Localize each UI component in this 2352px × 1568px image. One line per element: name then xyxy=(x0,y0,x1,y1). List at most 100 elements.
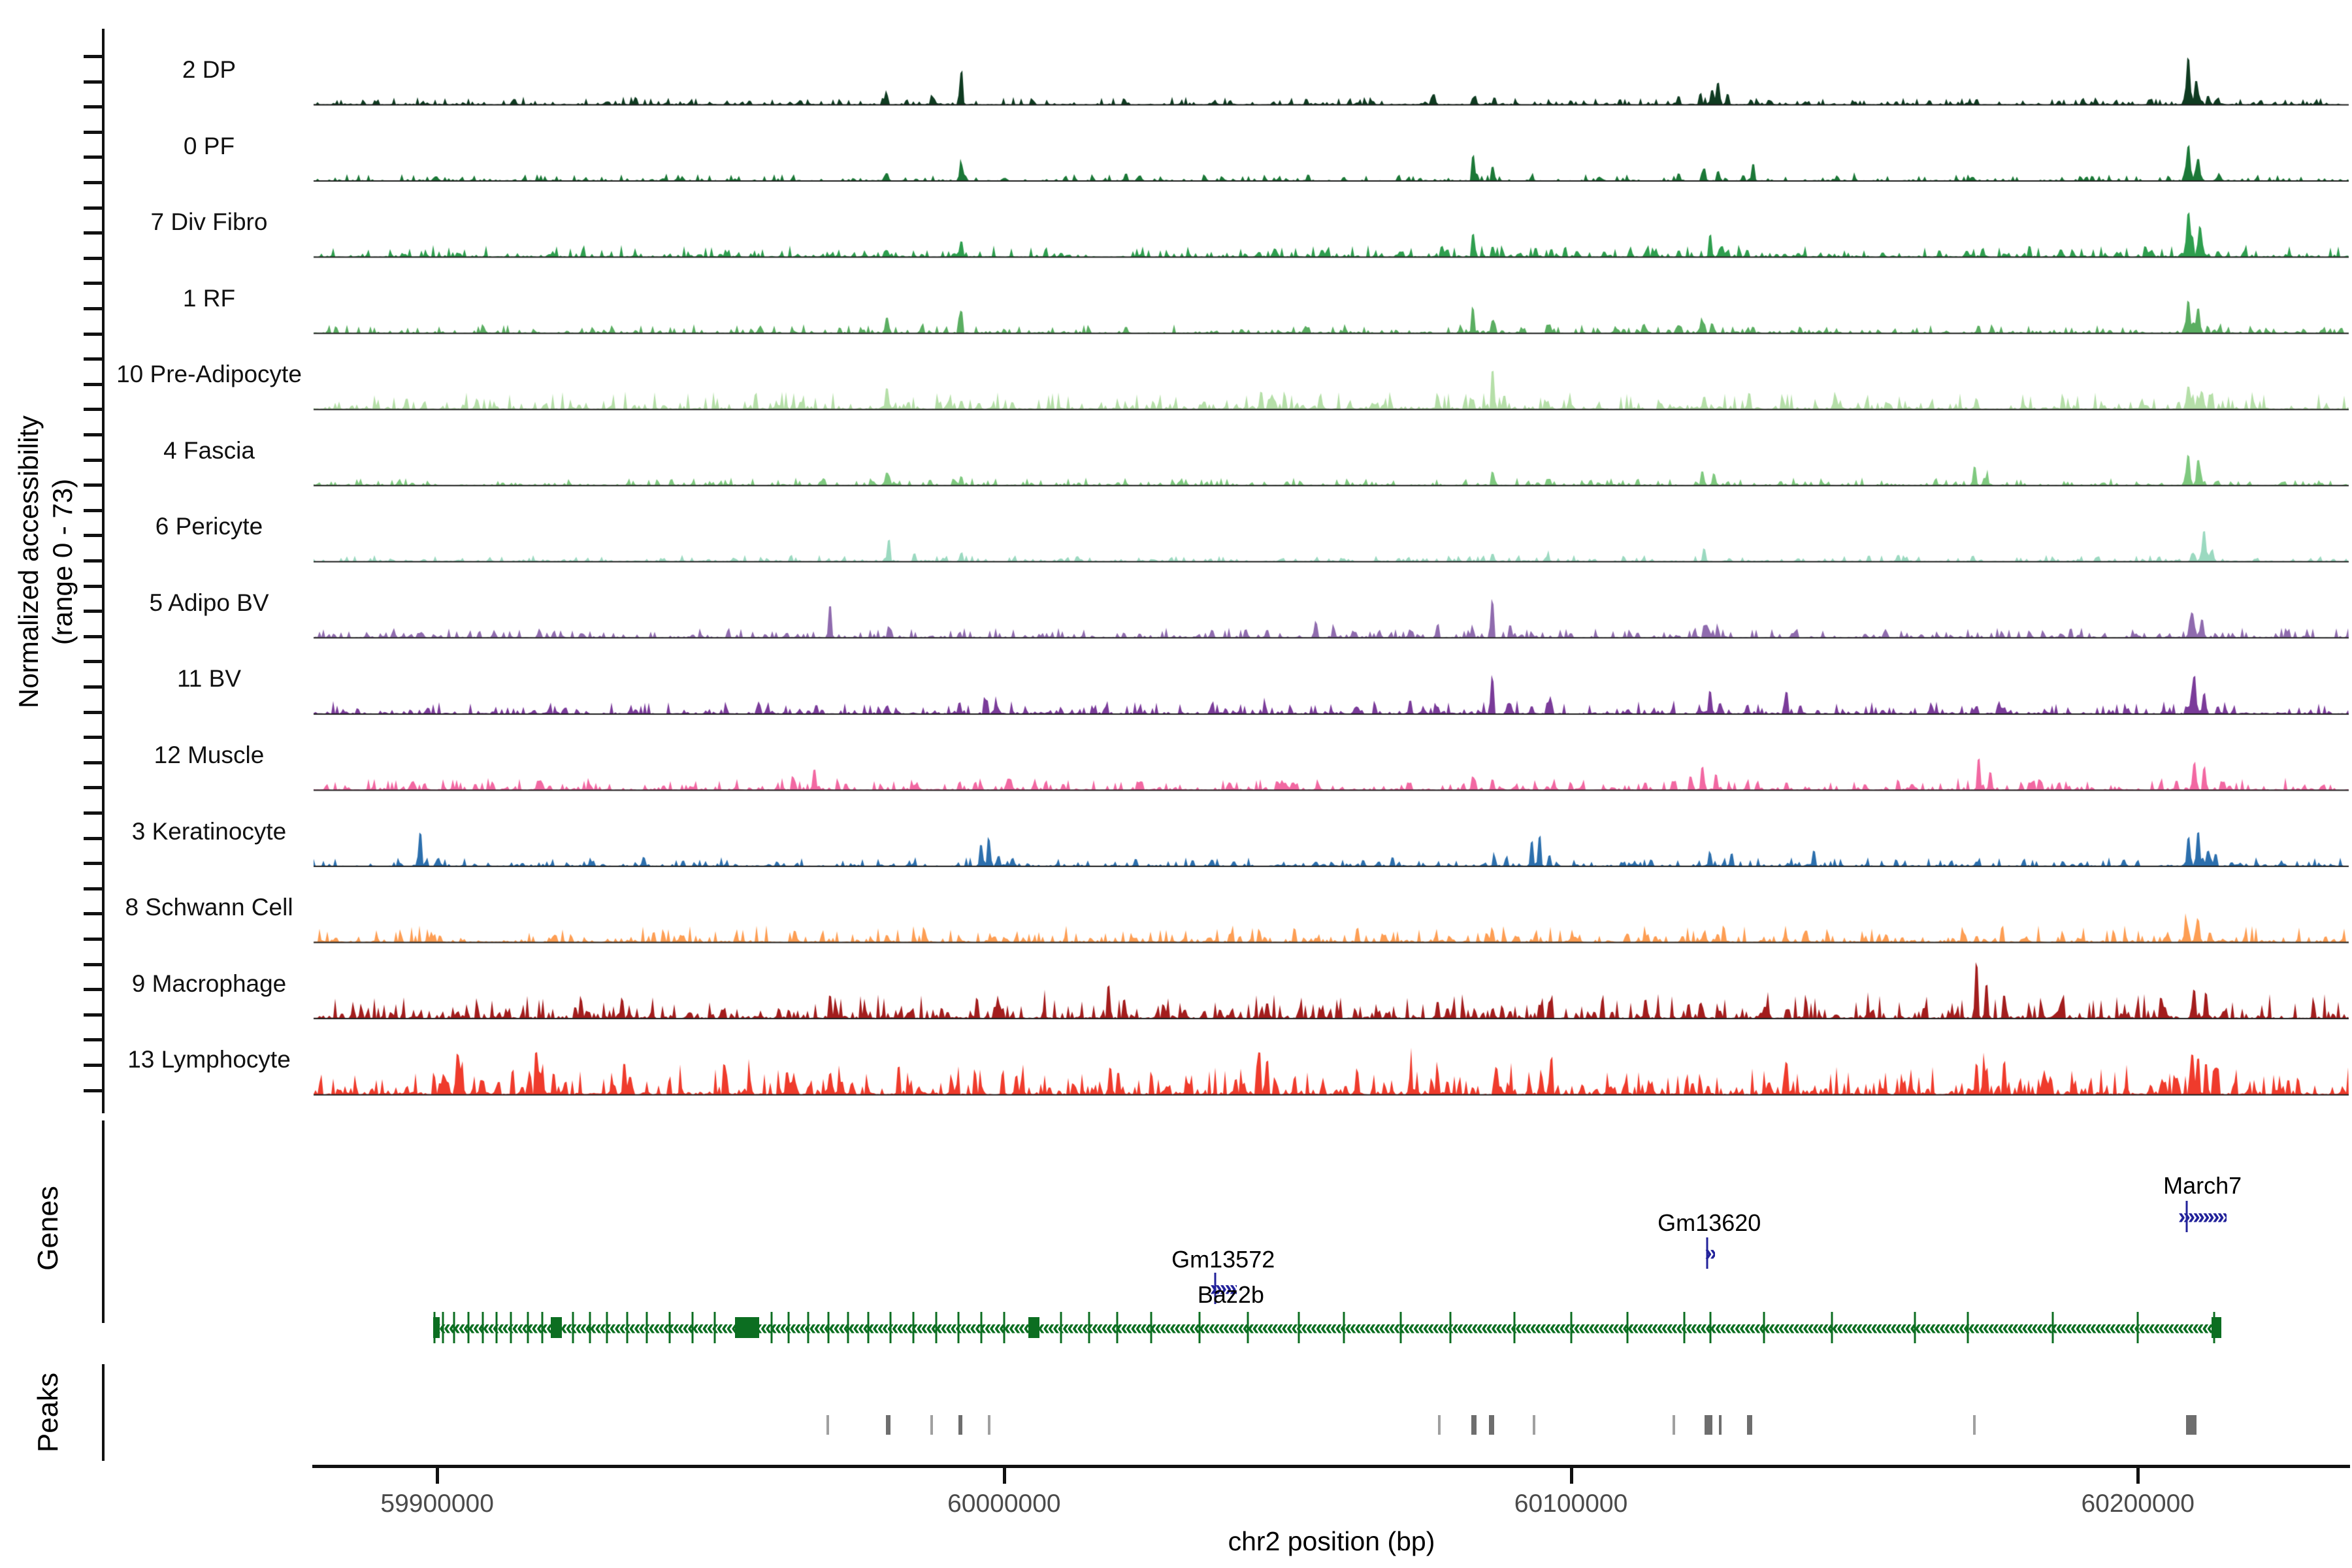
y-axis-tick xyxy=(84,408,102,412)
peak-call-mark xyxy=(826,1415,829,1435)
y-axis-tick xyxy=(84,231,102,235)
y-axis-tick xyxy=(84,887,102,890)
gene-exon-box xyxy=(1028,1317,1040,1338)
genes-section-label: Genes xyxy=(32,1186,64,1271)
x-axis-title: chr2 position (bp) xyxy=(1228,1526,1435,1556)
y-axis-tick xyxy=(84,256,102,260)
y-axis-tick xyxy=(84,962,102,966)
peak-call-mark xyxy=(1705,1415,1713,1435)
gene-exon-tick xyxy=(1399,1312,1402,1343)
gene-exon-tick xyxy=(1003,1312,1005,1343)
gene-exon-tick xyxy=(980,1312,983,1343)
gene-label: Gm13572 xyxy=(1171,1246,1275,1273)
gene-exon-tick xyxy=(645,1312,648,1343)
y-axis-tick xyxy=(84,534,102,538)
gene-label: March7 xyxy=(2163,1172,2242,1199)
gene-exon-tick xyxy=(467,1312,470,1343)
gene-exon-tick xyxy=(482,1312,484,1343)
track-label: 10 Pre-Adipocyte xyxy=(116,361,302,388)
peak-call-mark xyxy=(1438,1415,1441,1435)
gene-exon-tick xyxy=(1967,1312,1969,1343)
peak-call-mark xyxy=(1973,1415,1976,1435)
gene-exon-tick xyxy=(713,1312,716,1343)
y-axis-tick xyxy=(84,332,102,336)
y-axis-tick xyxy=(84,508,102,512)
gene-exon-tick xyxy=(889,1312,892,1343)
y-axis-tick xyxy=(84,685,102,689)
y-axis-tick xyxy=(84,938,102,941)
gene-exon-tick xyxy=(453,1312,455,1343)
x-axis-tick-label: 60000000 xyxy=(947,1490,1061,1518)
gene-exon-box xyxy=(433,1317,440,1338)
gene-exon-tick xyxy=(935,1312,938,1343)
y-axis-tick xyxy=(84,105,102,109)
track-label: 8 Schwann Cell xyxy=(125,894,293,921)
y-axis-tick xyxy=(84,483,102,487)
y-axis-tick xyxy=(84,811,102,815)
gene-exon-tick xyxy=(1763,1312,1765,1343)
gene-label: Gm13620 xyxy=(1658,1209,1761,1236)
y-axis-tick xyxy=(84,458,102,462)
y-axis-tick xyxy=(84,357,102,361)
y-axis-tick xyxy=(84,1013,102,1017)
y-axis-tick xyxy=(84,736,102,740)
gene-exon-tick xyxy=(442,1312,444,1343)
x-axis-tick-label: 59900000 xyxy=(380,1490,494,1518)
gene-exon-tick xyxy=(1626,1312,1629,1343)
gene-exon-tick xyxy=(1709,1312,1712,1343)
y-axis-tick xyxy=(84,433,102,436)
track-label: 4 Fascia xyxy=(163,436,255,464)
track-label: 6 Pericyte xyxy=(155,513,263,540)
y-axis-tick xyxy=(84,181,102,184)
y-axis-label-line2: (range 0 - 73) xyxy=(47,478,78,645)
gene-exon-tick xyxy=(1247,1312,1249,1343)
peak-call-mark xyxy=(930,1415,933,1435)
y-axis-tick xyxy=(84,610,102,613)
gene-exon-tick xyxy=(1914,1312,1916,1343)
x-axis-tick-label: 60100000 xyxy=(1514,1490,1628,1518)
y-axis-tick xyxy=(84,80,102,84)
peak-call-mark xyxy=(1746,1415,1752,1435)
y-axis-tick xyxy=(84,862,102,866)
gene-exon-tick xyxy=(1298,1312,1300,1343)
y-axis-tick xyxy=(84,55,102,58)
y-axis-tick xyxy=(84,988,102,992)
y-axis-tick xyxy=(84,710,102,714)
gene-exon-tick xyxy=(495,1312,498,1343)
gene-exon-tick xyxy=(1449,1312,1452,1343)
peaks-section-bracket xyxy=(102,1364,105,1461)
y-axis-tick xyxy=(84,282,102,286)
gene-exon-tick xyxy=(827,1312,830,1343)
gene-exon-tick xyxy=(572,1312,574,1343)
gene-exon-tick xyxy=(668,1312,671,1343)
y-axis-tick xyxy=(84,559,102,563)
gene-exon-box xyxy=(2212,1317,2221,1338)
x-axis-tick xyxy=(1569,1468,1573,1484)
track-label: 2 DP xyxy=(182,56,237,83)
gene-exon-tick xyxy=(1513,1312,1516,1343)
x-axis-tick xyxy=(1002,1468,1006,1484)
peak-call-mark xyxy=(2185,1415,2197,1435)
track-label: 13 Lymphocyte xyxy=(127,1046,291,1073)
track-label: 0 PF xyxy=(183,132,235,159)
gene-exon-tick xyxy=(1831,1312,1833,1343)
gene-exon-tick xyxy=(1683,1312,1686,1343)
gene-exon-tick xyxy=(1570,1312,1573,1343)
y-axis-tick xyxy=(84,1088,102,1092)
accessibility-tracks-canvas xyxy=(0,0,2352,1150)
x-axis-tick-label: 60200000 xyxy=(2081,1490,2195,1518)
gene-exon-tick xyxy=(2051,1312,2054,1343)
x-axis-line xyxy=(312,1465,2350,1468)
y-axis-tick xyxy=(84,307,102,310)
track-label: 3 Keratinocyte xyxy=(131,817,287,845)
gene-exon-tick xyxy=(867,1312,870,1343)
y-axis-tick xyxy=(84,912,102,916)
track-label: 5 Adipo BV xyxy=(149,589,269,616)
gene-exon-tick xyxy=(589,1312,591,1343)
y-axis-tick xyxy=(84,836,102,840)
track-label: 9 Macrophage xyxy=(131,970,287,997)
peak-call-mark xyxy=(1533,1415,1536,1435)
peak-call-mark xyxy=(1673,1415,1676,1435)
y-axis-tick xyxy=(84,786,102,790)
